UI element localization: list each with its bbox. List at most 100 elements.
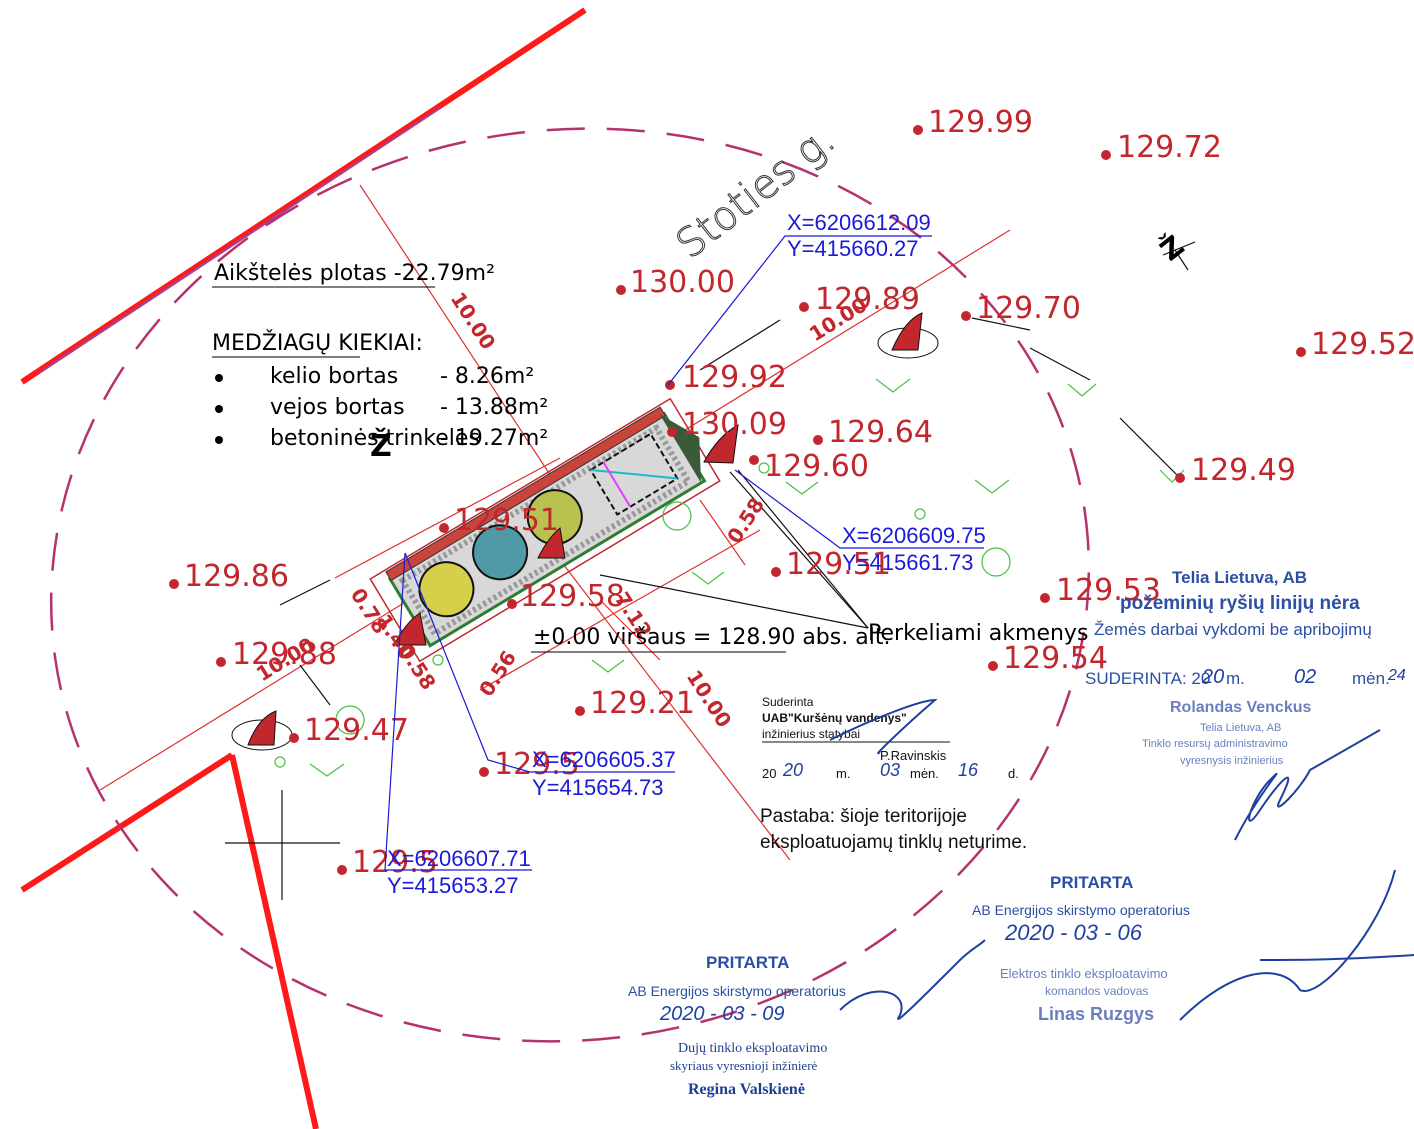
svg-text:X=6206605.37: X=6206605.37: [532, 747, 676, 772]
stone-marker: [877, 312, 939, 359]
svg-text:X=6206612.09: X=6206612.09: [787, 210, 931, 235]
svg-text:129.51: 129.51: [786, 547, 891, 582]
level-label: ±0.00 viršaus = 128.90 abs. alt.: [533, 625, 890, 650]
svg-text:Y=415654.73: Y=415654.73: [532, 775, 664, 800]
svg-text:02: 02: [1294, 666, 1316, 688]
svg-text:eksploatuojamų tinklų neturime: eksploatuojamų tinklų neturime.: [760, 832, 1027, 853]
svg-text:Y=415660.27: Y=415660.27: [787, 236, 919, 261]
svg-text:03: 03: [880, 760, 900, 780]
svg-text:24: 24: [1387, 667, 1406, 684]
svg-text:mėn.: mėn.: [910, 766, 939, 781]
svg-text:Telia Lietuva, AB: Telia Lietuva, AB: [1172, 568, 1307, 587]
svg-text:129.21: 129.21: [590, 686, 695, 721]
property-boundary: [20, 7, 587, 1129]
svg-text:129.53: 129.53: [1056, 573, 1161, 608]
svg-text:m.: m.: [836, 766, 850, 781]
north-marker-2: Ž: [370, 428, 392, 464]
svg-text:MEDŽIAGŲ KIEKIAI:: MEDŽIAGŲ KIEKIAI:: [212, 330, 423, 356]
svg-text:Elektros tinklo eksploatavimo: Elektros tinklo eksploatavimo: [1000, 966, 1168, 981]
grass-markers: [274, 378, 1185, 777]
svg-text:129.47: 129.47: [304, 713, 409, 748]
svg-text:- 13.88m²: - 13.88m²: [440, 395, 548, 420]
svg-text:Žemės darbai vykdomi be apribo: Žemės darbai vykdomi be apribojimų: [1094, 620, 1372, 639]
svg-text:129.52: 129.52: [1311, 327, 1414, 362]
svg-text:- 19.27m²: - 19.27m²: [440, 426, 548, 451]
svg-text:129.64: 129.64: [828, 415, 933, 450]
svg-text:Y=415653.27: Y=415653.27: [387, 873, 519, 898]
svg-text:Aikštelės plotas -22.79m²: Aikštelės plotas -22.79m²: [214, 261, 495, 286]
protection-zone-circle: [49, 127, 1091, 1043]
svg-text:Pastaba: šioje teritorijoje: Pastaba: šioje teritorijoje: [760, 806, 967, 827]
svg-text:20: 20: [1201, 666, 1224, 688]
svg-text:komandos vadovas: komandos vadovas: [1045, 984, 1148, 998]
svg-text:m.: m.: [1226, 669, 1245, 688]
svg-text:- 8.26m²: - 8.26m²: [440, 364, 534, 389]
stones: [231, 312, 939, 751]
svg-text:PRITARTA: PRITARTA: [1050, 873, 1133, 892]
elevation-points: [169, 125, 1306, 875]
svg-text:130.00: 130.00: [630, 265, 735, 300]
svg-text:130.09: 130.09: [682, 407, 787, 442]
svg-text:X=6206607.71: X=6206607.71: [387, 846, 531, 871]
svg-text:129.51: 129.51: [454, 503, 559, 538]
svg-text:AB Energijos skirstymo operato: AB Energijos skirstymo operatorius: [972, 902, 1190, 918]
svg-text:129.49: 129.49: [1191, 453, 1296, 488]
svg-text:betoninės trinkelės: betoninės trinkelės: [270, 426, 480, 451]
stone-marker: [393, 612, 427, 646]
svg-text:Y=415661.73: Y=415661.73: [842, 550, 974, 575]
signature-energy-1: [1179, 869, 1414, 1021]
elevation-labels: 129.99 129.72 130.00 129.89 129.70 129.5…: [184, 105, 1414, 880]
svg-text:Dujų tinklo eksploatavimo: Dujų tinklo eksploatavimo: [678, 1041, 827, 1056]
svg-text:PRITARTA: PRITARTA: [706, 953, 789, 972]
stones-label: Perkeliami akmenys: [868, 621, 1088, 646]
svg-text:129.58: 129.58: [520, 579, 625, 614]
svg-text:2020 - 03 - 06: 2020 - 03 - 06: [1004, 920, 1143, 945]
svg-text:Linas Ruzgys: Linas Ruzgys: [1038, 1004, 1154, 1024]
svg-text:129.60: 129.60: [764, 449, 869, 484]
materials-table: Aikštelės plotas -22.79m² MEDŽIAGŲ KIEKI…: [212, 261, 548, 451]
svg-text:AB Energijos skirstymo operato: AB Energijos skirstymo operatorius: [628, 983, 846, 999]
coordinate-leaders: [384, 235, 984, 871]
svg-text:SUDERINTA: 20: SUDERINTA: 20: [1085, 669, 1210, 688]
signature-energy-2: [839, 939, 986, 1020]
svg-text:kelio bortas: kelio bortas: [270, 364, 398, 389]
svg-text:129.88: 129.88: [232, 637, 337, 672]
svg-text:Suderinta: Suderinta: [762, 695, 814, 709]
svg-text:129.72: 129.72: [1117, 130, 1222, 165]
svg-text:20: 20: [782, 760, 803, 780]
svg-text:129.5: 129.5: [494, 747, 580, 782]
svg-text:129.99: 129.99: [928, 105, 1033, 140]
svg-text:P.Ravinskis: P.Ravinskis: [880, 748, 947, 763]
svg-text:20: 20: [762, 766, 776, 781]
svg-text:X=6206609.75: X=6206609.75: [842, 523, 986, 548]
svg-text:vyresnysis inžinierius: vyresnysis inžinierius: [1180, 755, 1284, 767]
signature-telia: [1234, 729, 1381, 841]
coordinate-labels: X=6206612.09 Y=415660.27 X=6206609.75 Y=…: [387, 210, 986, 898]
misc-lines: [225, 241, 1196, 900]
svg-text:129.54: 129.54: [1003, 641, 1108, 676]
stone-marker: [231, 710, 293, 751]
svg-text:požeminių ryšių linijų nėra: požeminių ryšių linijų nėra: [1120, 593, 1360, 614]
svg-text:Tinklo resursų administravimo: Tinklo resursų administravimo: [1142, 738, 1288, 750]
svg-text:Rolandas Venckus: Rolandas Venckus: [1170, 699, 1311, 716]
stone-marker: [537, 527, 566, 559]
svg-text:mėn.: mėn.: [1352, 669, 1390, 688]
svg-text:129.92: 129.92: [682, 360, 787, 395]
svg-text:129.86: 129.86: [184, 559, 289, 594]
svg-text:129.70: 129.70: [976, 291, 1081, 326]
svg-text:129.5: 129.5: [352, 845, 438, 880]
svg-text:skyriaus vyresnioji inžinierė: skyriaus vyresnioji inžinierė: [670, 1058, 818, 1073]
svg-text:d.: d.: [1008, 766, 1019, 781]
boundary-offset-line: [39, 107, 441, 373]
signature-water: [829, 698, 938, 755]
svg-text:vejos bortas: vejos bortas: [270, 395, 405, 420]
svg-text:Regina Valskienė: Regina Valskienė: [688, 1081, 805, 1098]
svg-text:Telia Lietuva, AB: Telia Lietuva, AB: [1200, 722, 1281, 734]
svg-text:2020 - 03 - 09: 2020 - 03 - 09: [659, 1003, 785, 1025]
svg-text:129.89: 129.89: [815, 282, 920, 317]
